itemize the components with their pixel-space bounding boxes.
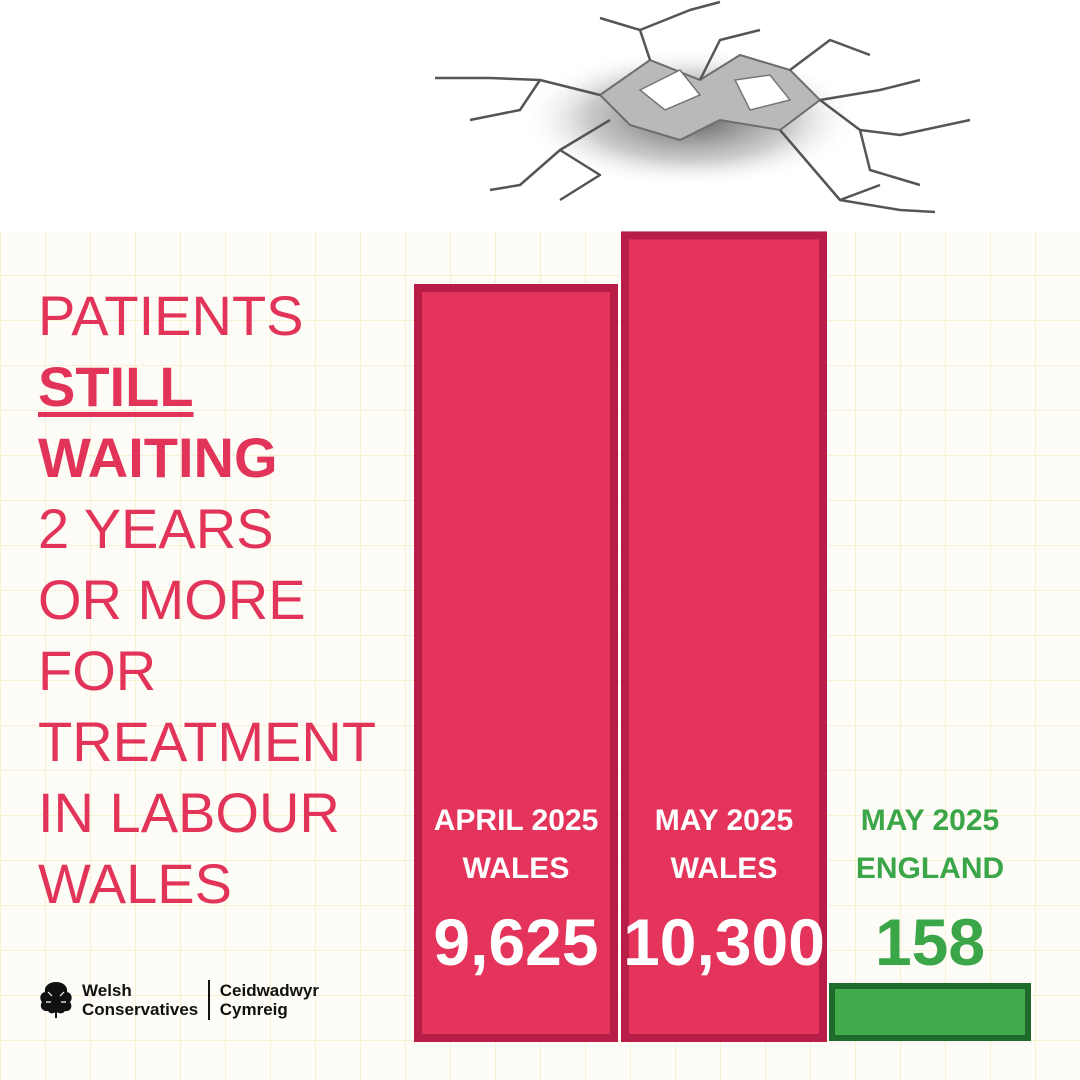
bar-3-period-label: MAY 2025: [861, 804, 999, 837]
headline-line-6: FOR: [38, 639, 157, 702]
bar-3-value-label: 158: [875, 905, 985, 979]
bar-1-region-label: WALES: [463, 852, 570, 885]
bar-2-period-label: MAY 2025: [655, 804, 793, 837]
headline-line-4: 2 YEARS: [38, 497, 274, 560]
logo-divider: [208, 980, 210, 1020]
headline-line-5: OR MORE: [38, 568, 306, 631]
headline-line-8: IN LABOUR: [38, 781, 340, 844]
bar-2-value-label: 10,300: [623, 905, 825, 979]
headline-line-7: TREATMENT: [38, 710, 377, 773]
logo-welsh: Ceidwadwyr Cymreig: [220, 981, 319, 1019]
cracked-wall-icon: [435, 0, 971, 214]
bar-2: [621, 231, 827, 1043]
headline-line-2: STILL: [38, 355, 194, 418]
bar-1: [414, 284, 618, 1042]
headline-line-3: WAITING: [38, 426, 278, 489]
bar-1-value-label: 9,625: [433, 905, 598, 979]
logo-welsh-line-1: Ceidwadwyr: [219, 981, 319, 1000]
headline: PATIENTS STILL WAITING 2 YEARS OR MORE F…: [38, 280, 418, 919]
logo-english-line-1: Welsh: [82, 981, 132, 1000]
logo-english: Welsh Conservatives: [82, 981, 198, 1019]
headline-line-9: WALES: [38, 852, 232, 915]
party-logo: Welsh Conservatives Ceidwadwyr Cymreig: [38, 976, 319, 1024]
bar-3: [829, 983, 1031, 1041]
headline-line-1: PATIENTS: [38, 284, 304, 347]
bar-3-region-label: ENGLAND: [856, 852, 1004, 885]
oak-tree-icon: [40, 982, 72, 1018]
logo-english-line-2: Conservatives: [82, 1000, 199, 1019]
logo-welsh-line-2: Cymreig: [219, 1000, 288, 1019]
bar-2-region-label: WALES: [671, 852, 778, 885]
bar-1-period-label: APRIL 2025: [434, 804, 599, 837]
